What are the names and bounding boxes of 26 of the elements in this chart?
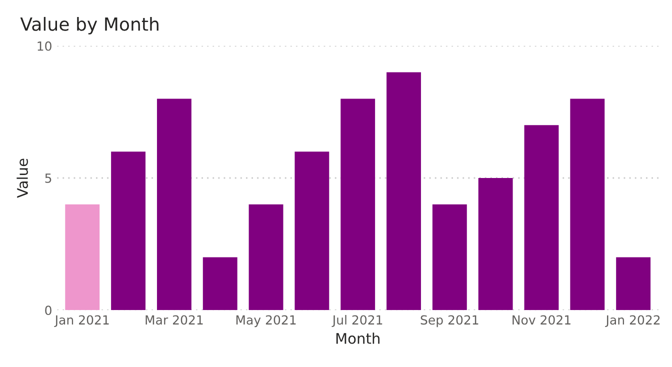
x-tick-label: Nov 2021	[512, 315, 570, 325]
chart-title: Value by Month	[20, 16, 158, 34]
bar	[570, 98, 605, 310]
bar	[340, 98, 376, 310]
bar	[524, 125, 559, 310]
y-tick-label: 10	[38, 41, 52, 51]
bar	[248, 204, 284, 310]
x-tick-label: Jan 2021	[54, 315, 109, 327]
x-tick-label: Sep 2021	[420, 315, 478, 328]
bar	[294, 152, 330, 310]
x-tick-label: May 2021	[236, 315, 296, 328]
bar	[156, 98, 192, 310]
bar	[386, 72, 421, 310]
bar	[111, 152, 146, 310]
bar	[65, 204, 100, 310]
x-axis-title: Month	[336, 332, 380, 344]
bar	[432, 204, 467, 310]
x-tick-label: Mar 2021	[146, 315, 203, 325]
y-tick-label: 5	[45, 174, 52, 183]
bar	[616, 257, 651, 310]
x-tick-label: Jan 2022	[605, 315, 660, 327]
y-tick-label: 0	[45, 306, 52, 316]
bar	[478, 178, 513, 310]
x-tick-label: Jul 2021	[332, 314, 382, 327]
bar	[202, 257, 238, 310]
y-axis-title: Value	[16, 158, 28, 198]
